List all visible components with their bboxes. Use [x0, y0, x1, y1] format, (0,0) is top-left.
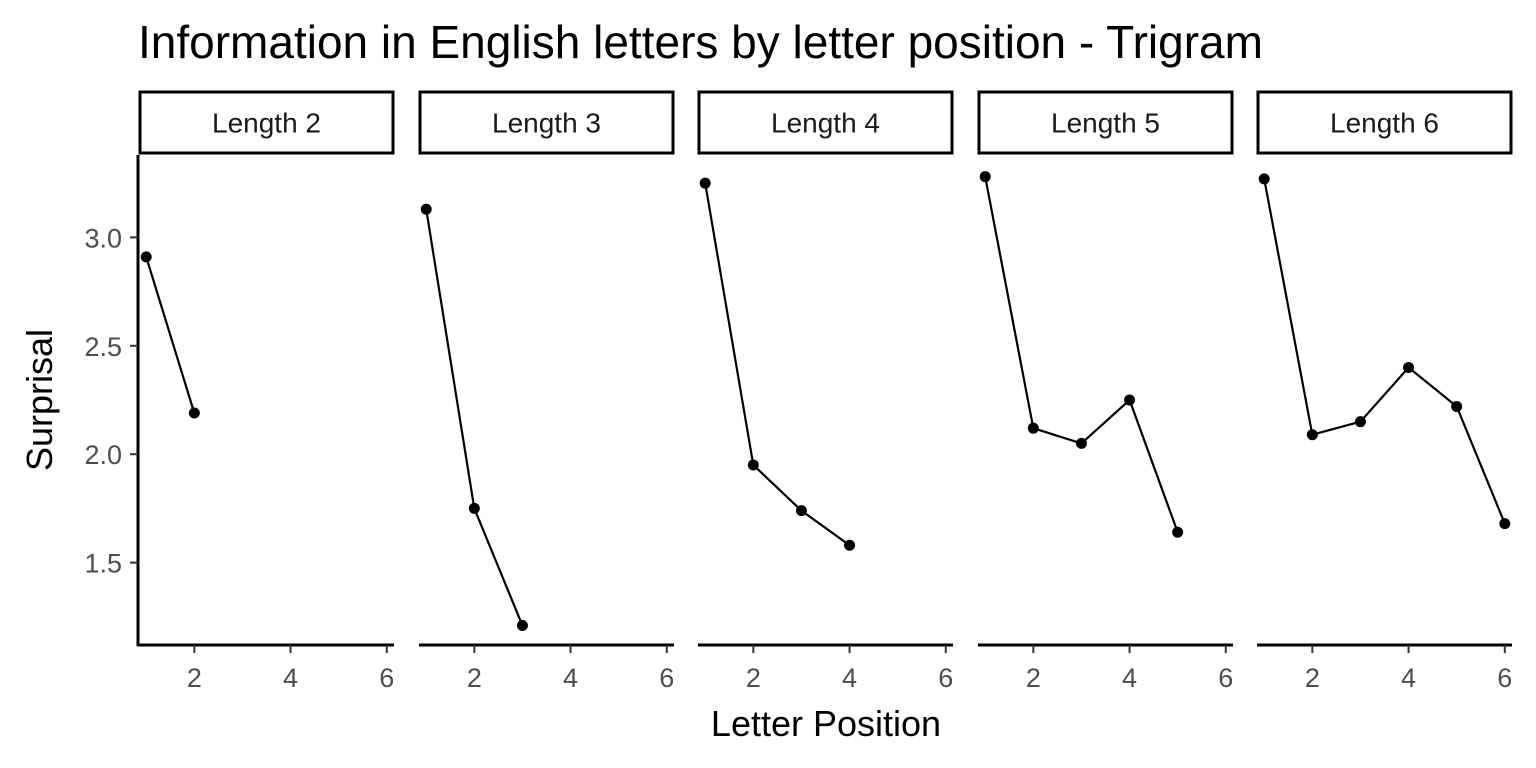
data-point	[516, 619, 528, 631]
x-tick-label: 2	[1305, 663, 1320, 693]
x-tick-label: 4	[1401, 663, 1416, 693]
data-point	[1306, 429, 1318, 441]
data-point	[140, 251, 152, 263]
x-tick-label: 2	[1026, 663, 1041, 693]
facet-strip	[697, 90, 954, 155]
data-point	[420, 203, 432, 215]
x-tick-label: 6	[1218, 663, 1233, 693]
facet-strip	[418, 90, 675, 155]
data-point	[1354, 416, 1366, 428]
facet-strip	[1256, 90, 1513, 155]
data-point	[1403, 361, 1415, 373]
facet-panel: Length 4 2 4 6	[697, 90, 954, 693]
series-line	[1263, 178, 1506, 525]
x-tick-label: 2	[467, 663, 482, 693]
x-tick-label: 4	[563, 663, 578, 693]
data-point	[1499, 518, 1511, 530]
x-tick-label: 6	[379, 663, 394, 693]
data-point	[188, 407, 200, 419]
x-tick-label: 6	[659, 663, 674, 693]
y-tick-label: 3.0	[84, 223, 122, 253]
x-tick-label: 2	[187, 663, 202, 693]
facet-panel: Length 3 2 4 6	[418, 90, 675, 693]
y-axis-title: Surprisal	[19, 329, 60, 471]
data-point	[699, 177, 711, 189]
facet-strip	[977, 90, 1234, 155]
data-point	[1258, 173, 1270, 185]
y-tick-label: 2.0	[84, 440, 122, 470]
facet-panel: Length 2 2 4 6	[137, 90, 395, 693]
data-point	[979, 171, 991, 183]
facet-strip-label: Length 3	[492, 108, 601, 139]
facet-strip-label: Length 2	[212, 108, 321, 139]
data-point	[1075, 437, 1087, 449]
data-point	[747, 459, 759, 471]
x-tick-label: 2	[746, 663, 761, 693]
x-tick-label: 6	[938, 663, 953, 693]
x-tick-label: 6	[1497, 663, 1512, 693]
series-line	[425, 209, 524, 626]
x-tick-label: 4	[283, 663, 298, 693]
x-tick-label: 4	[1122, 663, 1137, 693]
series-line	[145, 256, 196, 414]
data-point	[795, 505, 807, 517]
series-line	[704, 183, 851, 547]
facet-panel: Length 5 2 4 6	[977, 90, 1234, 693]
x-axis-title: Letter Position	[711, 703, 941, 744]
facet-strip-label: Length 5	[1051, 108, 1160, 139]
data-point	[1451, 401, 1463, 413]
facet-strip	[138, 90, 395, 155]
y-tick-label: 2.5	[84, 332, 122, 362]
chart-title: Information in English letters by letter…	[138, 16, 1263, 68]
y-tick-label: 1.5	[84, 549, 122, 579]
series-line	[984, 176, 1179, 533]
facet-panel: Length 6 2 4 6	[1256, 90, 1513, 693]
data-point	[844, 539, 856, 551]
facet-strip-label: Length 6	[1330, 108, 1439, 139]
data-point	[1172, 526, 1184, 538]
data-point	[1124, 394, 1136, 406]
data-point	[468, 502, 480, 514]
facet-strip-label: Length 4	[771, 108, 880, 139]
x-tick-label: 4	[842, 663, 857, 693]
y-axis: 1.5 2.0 2.5 3.0	[84, 155, 140, 646]
data-point	[1027, 422, 1039, 434]
